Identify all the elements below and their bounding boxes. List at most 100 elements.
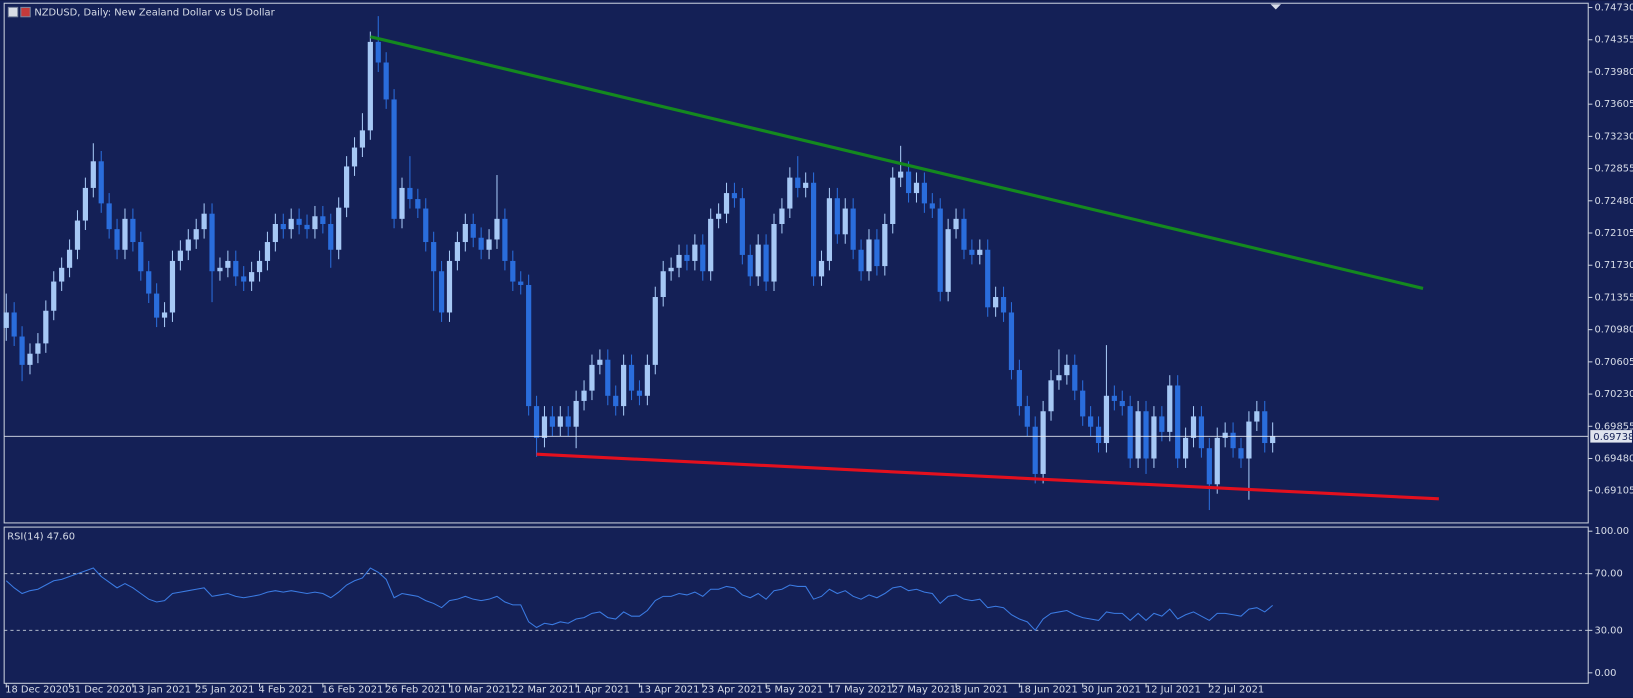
x-tick-label: 1 Apr 2021 [575, 685, 630, 696]
candle-body [660, 271, 666, 298]
candle-body [201, 213, 207, 230]
candle-body [795, 177, 801, 188]
candle-body [652, 297, 658, 365]
candle-body [668, 267, 674, 272]
y-tick-label: 0.74355 [1594, 35, 1633, 46]
candle-body [391, 99, 397, 219]
candle-body [272, 223, 278, 243]
candle-body [51, 281, 57, 311]
candle-body [1032, 426, 1038, 474]
candle-body [1024, 406, 1030, 427]
candle-body [747, 254, 753, 277]
candle-body [343, 166, 350, 208]
candle-body [209, 213, 215, 272]
candle-body [739, 198, 745, 255]
y-tick-label: 100.00 [1594, 526, 1629, 537]
candle-body [431, 242, 437, 272]
candle-body [779, 208, 785, 224]
candle-body [27, 353, 33, 365]
candle-body [1214, 437, 1220, 485]
candle-body [676, 254, 682, 268]
y-tick-label: 0.73230 [1594, 131, 1633, 142]
candle-body [1222, 432, 1228, 438]
candle-body [383, 62, 389, 100]
candle-body [90, 161, 96, 188]
candle-body [826, 198, 833, 261]
candle-body [921, 182, 927, 204]
x-tick-label: 18 Dec 2020 [5, 685, 68, 696]
candle-body [296, 218, 302, 225]
candle-body [367, 41, 373, 131]
candle-body [913, 182, 920, 194]
x-tick-label: 23 Apr 2021 [702, 685, 763, 696]
candle-body [1127, 406, 1133, 459]
candle-body [803, 182, 809, 188]
x-tick-label: 31 Dec 2020 [69, 685, 132, 696]
y-tick-label: 0.73980 [1594, 67, 1633, 78]
candle-body [59, 267, 65, 282]
candle-body [1072, 364, 1078, 391]
candle-body [985, 249, 991, 308]
candle-body [161, 312, 168, 318]
candle-body [312, 216, 318, 230]
y-tick-label: 0.72480 [1594, 196, 1633, 207]
candle-body [874, 239, 880, 267]
candle-body [98, 161, 104, 204]
y-tick-label: 0.72855 [1594, 164, 1633, 175]
y-tick-label: 0.70980 [1594, 325, 1633, 336]
chart-title: NZDUSD, Daily: New Zealand Dollar vs US … [34, 8, 275, 19]
x-tick-label: 22 Jul 2021 [1208, 685, 1264, 696]
candle-body [810, 182, 817, 277]
marks: 0.74730 0.74355 0.73980 0.73605 0.73230 0.728… [3, 3, 1633, 696]
candle-body [185, 239, 191, 251]
candle-body [905, 171, 912, 194]
y-tick-label: 0.74730 [1594, 3, 1633, 14]
candle-body [1143, 411, 1149, 459]
candle-body [146, 271, 152, 294]
candle-body [462, 223, 468, 243]
x-tick-label: 13 Jan 2021 [132, 685, 191, 696]
candle-body [692, 244, 698, 261]
candle-body [858, 249, 864, 272]
candle-body [1262, 411, 1268, 444]
candle-body [320, 216, 326, 224]
candle-body [375, 41, 381, 63]
candle-body [1167, 385, 1173, 432]
candle-body [993, 297, 999, 308]
candle-body [613, 395, 619, 407]
candle-body [937, 208, 943, 292]
candle-body [533, 406, 540, 438]
rsi-panel [3, 526, 1589, 684]
candle-body [478, 237, 484, 250]
x-tick-label: 25 Jan 2021 [195, 685, 254, 696]
candle-body [518, 281, 524, 285]
candle-body [446, 260, 453, 313]
y-tick-label: 0.69855 [1594, 421, 1633, 432]
candle-body [486, 239, 492, 250]
candle-body [723, 193, 730, 214]
candle-body [1238, 448, 1244, 459]
candle-body [74, 220, 81, 250]
y-tick-label: 0.70230 [1594, 389, 1633, 400]
candle-body [953, 218, 959, 230]
price-panel [3, 2, 1589, 524]
candle-body [850, 208, 856, 250]
x-tick-label: 30 Jun 2021 [1082, 685, 1141, 696]
candle-body [177, 250, 183, 261]
candle-body [225, 260, 231, 268]
candle-body [929, 203, 935, 209]
x-tick-label: 22 Mar 2021 [512, 685, 575, 696]
candle-body [787, 177, 793, 209]
candle-body [1103, 395, 1110, 444]
candle-body [961, 218, 967, 250]
candle-body [1151, 416, 1157, 459]
candle-body [1000, 297, 1007, 313]
candle-body [573, 400, 579, 427]
candle-body [114, 229, 120, 250]
candle-body [898, 171, 904, 178]
x-tick-label: 10 Mar 2021 [448, 685, 511, 696]
candle-body [557, 416, 563, 427]
candle-body [541, 416, 548, 438]
candle-body [882, 223, 888, 267]
